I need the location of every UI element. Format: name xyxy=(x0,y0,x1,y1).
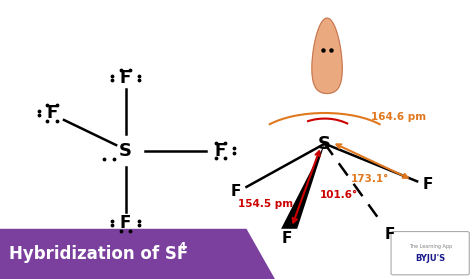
Text: F: F xyxy=(231,184,241,199)
Text: The Learning App: The Learning App xyxy=(409,244,452,249)
Text: F: F xyxy=(120,214,131,232)
FancyBboxPatch shape xyxy=(391,232,469,275)
Text: 173.1°: 173.1° xyxy=(351,174,389,184)
Polygon shape xyxy=(0,229,275,279)
Text: Hybridization of SF: Hybridization of SF xyxy=(9,245,189,263)
Text: F: F xyxy=(46,104,58,122)
Text: BYJU'S: BYJU'S xyxy=(415,254,446,263)
Text: 101.6°: 101.6° xyxy=(320,190,358,200)
Text: F: F xyxy=(384,227,395,242)
Text: 164.6 pm: 164.6 pm xyxy=(371,112,426,122)
Text: S: S xyxy=(318,135,331,153)
Text: F: F xyxy=(282,231,292,246)
Text: S: S xyxy=(119,142,132,160)
Text: F: F xyxy=(215,142,226,160)
Polygon shape xyxy=(312,18,342,93)
Polygon shape xyxy=(281,144,325,229)
Text: F: F xyxy=(120,69,131,87)
Text: 4: 4 xyxy=(178,242,186,252)
Text: 154.5 pm: 154.5 pm xyxy=(238,199,293,209)
Text: F: F xyxy=(422,177,433,192)
